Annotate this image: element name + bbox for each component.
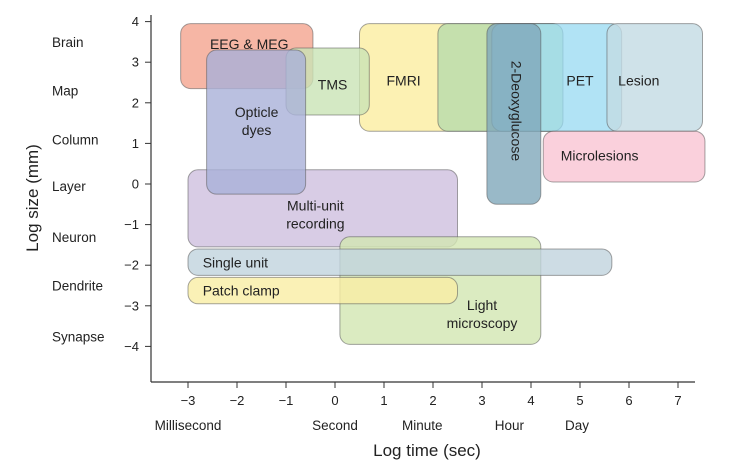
- axes: [150, 15, 695, 383]
- time-scale-label-millisecond: Millisecond: [155, 418, 222, 433]
- y-tick-label: 0: [132, 177, 139, 192]
- x-tick-label: 4: [527, 393, 534, 408]
- region-label-optical-dyes: Opticle dyes: [235, 104, 279, 138]
- x-tick-label: −1: [279, 393, 294, 408]
- y-tick-label: 3: [132, 55, 139, 70]
- size-scale-label-brain: Brain: [52, 35, 84, 50]
- x-tick-label: 5: [576, 393, 583, 408]
- x-tick-label: −2: [230, 393, 245, 408]
- time-scale-label-day: Day: [565, 418, 589, 433]
- size-scale-label-column: Column: [52, 132, 99, 147]
- x-tick-label: 3: [478, 393, 485, 408]
- region-label-fmri: FMRI: [386, 72, 420, 88]
- y-axis-title: Log size (mm): [23, 144, 42, 252]
- y-tick-label: 2: [132, 95, 139, 110]
- x-tick-label: −3: [181, 393, 196, 408]
- region-label-multi-unit-recording: Multi-unit recording: [286, 197, 344, 231]
- x-tick-label: 1: [380, 393, 387, 408]
- size-scale-label-synapse: Synapse: [52, 329, 105, 344]
- y-tick-label: 1: [132, 136, 139, 151]
- region-layer: [180, 23, 706, 345]
- region-microlesions: [542, 130, 706, 183]
- x-tick-label: 6: [625, 393, 632, 408]
- size-scale-label-neuron: Neuron: [52, 230, 96, 245]
- region-label-single-unit: Single unit: [203, 254, 268, 270]
- y-tick-label: −2: [124, 258, 139, 273]
- x-tick-label: 0: [331, 393, 338, 408]
- size-scale-label-layer: Layer: [52, 179, 86, 194]
- size-scale-label-map: Map: [52, 84, 78, 99]
- region-patch-clamp: [187, 276, 458, 305]
- region-optical-dyes: [206, 49, 307, 195]
- y-tick-label: −1: [124, 217, 139, 232]
- region-label-light-microscopy: Light microscopy: [447, 297, 518, 331]
- x-tick-label: 2: [429, 393, 436, 408]
- x-axis-title: Log time (sec): [373, 441, 481, 460]
- region-label-pet: PET: [566, 72, 594, 88]
- y-tick-label: 4: [132, 14, 139, 29]
- region-label-2-deoxyglucose: 2-Deoxyglucose: [508, 61, 524, 162]
- region-label-patch-clamp: Patch clamp: [203, 282, 280, 298]
- region-label-lesion: Lesion: [618, 72, 659, 88]
- region-2-deoxyglucose: [486, 23, 542, 205]
- time-scale-label-minute: Minute: [402, 418, 443, 433]
- region-single-unit: [187, 248, 613, 276]
- label-layer: EEG & MEG FMRI PET Lesion 2-Deoxyglucose Micr…: [203, 36, 660, 331]
- region-label-eeg-meg: EEG & MEG: [210, 36, 289, 52]
- size-scale-label-dendrite: Dendrite: [52, 279, 103, 294]
- y-tick-label: −4: [124, 339, 139, 354]
- x-tick-label: 7: [674, 393, 681, 408]
- region-label-microlesions: Microlesions: [561, 148, 639, 164]
- tick-layer: −3 −2 −1 0 1 2 3 4 5 6 7 4 3 2 1 0 −1 −2 −3 −4 Millisecond Se…: [52, 14, 682, 433]
- time-scale-label-second: Second: [312, 418, 358, 433]
- y-tick-label: −3: [124, 298, 139, 313]
- region-label-tms: TMS: [318, 77, 348, 93]
- time-scale-label-hour: Hour: [495, 418, 525, 433]
